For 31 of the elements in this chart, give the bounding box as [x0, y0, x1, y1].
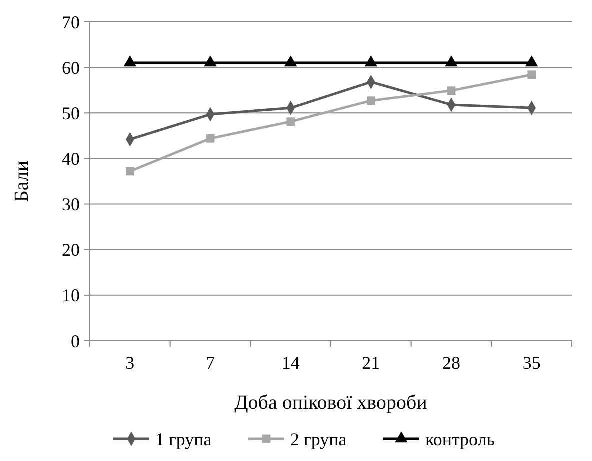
point: [204, 56, 217, 67]
legend-label: 1 група: [156, 429, 212, 450]
y-tick-label: 30: [62, 194, 80, 215]
x-tick-label: 35: [522, 353, 541, 373]
x-tick-label: 14: [282, 353, 300, 373]
y-tick-label: 40: [62, 149, 80, 170]
point: [525, 56, 538, 67]
x-tick-label: 3: [126, 353, 135, 373]
y-axis-title: Бали: [11, 160, 33, 202]
point: [286, 118, 296, 126]
y-tick-label: 70: [62, 12, 80, 32]
point: [528, 70, 536, 80]
y-tick-label: 0: [71, 331, 80, 352]
point: [284, 56, 298, 67]
point: [206, 134, 215, 143]
legend-label: 2 група: [290, 429, 347, 450]
point: [445, 56, 458, 67]
point: [124, 56, 137, 67]
legend-label: контроль: [426, 429, 496, 450]
point: [447, 86, 456, 95]
x-tick-label: 7: [206, 353, 215, 373]
point: [364, 56, 378, 67]
x-tick-label: 21: [362, 353, 380, 373]
point: [126, 167, 134, 176]
y-tick-label: 50: [62, 103, 80, 124]
x-axis-title: Доба опікової хвороби: [234, 392, 428, 414]
y-tick-label: 60: [62, 58, 80, 78]
x-tick-label: 28: [442, 353, 460, 373]
y-tick-label: 20: [62, 240, 80, 260]
y-tick-label: 10: [62, 286, 80, 306]
point: [366, 96, 376, 106]
